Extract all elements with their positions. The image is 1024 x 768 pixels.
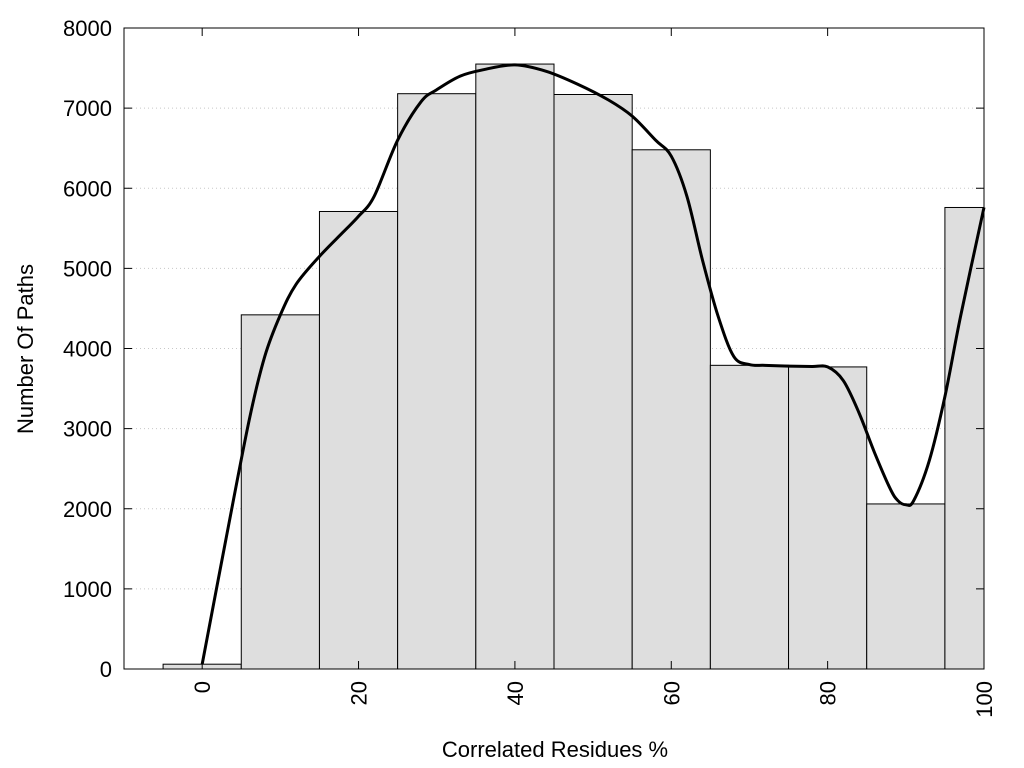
bars	[162, 63, 985, 670]
x-tick-label: 20	[347, 681, 372, 705]
x-tick-label: 60	[659, 681, 684, 705]
curve	[200, 63, 986, 665]
bar	[788, 366, 868, 670]
x-axis-label: Correlated Residues %	[441, 737, 669, 762]
x-tick-label: 0	[190, 681, 215, 693]
bar	[709, 364, 790, 670]
y-tick-label: 7000	[63, 96, 112, 121]
bar	[553, 94, 633, 670]
y-tick-label: 4000	[63, 337, 112, 362]
y-tick-label: 8000	[63, 16, 112, 41]
y-tick-label: 2000	[63, 497, 112, 522]
x-tick-label: 100	[972, 681, 997, 718]
x-tick-label: 40	[503, 681, 528, 705]
y-tick-label: 0	[100, 657, 112, 682]
y-axis: 0 1000 2000 3000 4000 5000 6000 7000 8000	[63, 16, 984, 682]
bar	[240, 314, 320, 670]
y-tick-label: 1000	[63, 577, 112, 602]
bar	[397, 93, 477, 670]
bar	[631, 149, 711, 670]
bar	[475, 63, 555, 670]
x-tick-label: 80	[816, 681, 841, 705]
y-tick-label: 3000	[63, 417, 112, 442]
y-axis-label: Number Of Paths	[13, 264, 38, 434]
bar	[318, 210, 399, 670]
bar	[866, 503, 946, 670]
curve-line	[200, 63, 986, 665]
y-tick-label: 5000	[63, 256, 112, 281]
bar	[944, 206, 985, 670]
y-tick-label: 6000	[63, 176, 112, 201]
x-axis: 0 20 40 60 80 100	[190, 28, 997, 718]
